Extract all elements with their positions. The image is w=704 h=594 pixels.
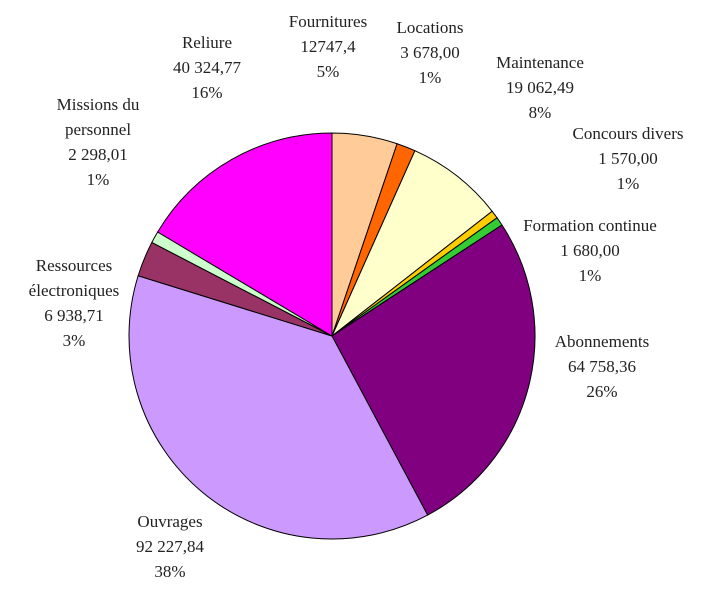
category-label: Fournitures — [288, 12, 368, 31]
percent-label: 5% — [316, 62, 340, 81]
category-label: Ouvrages — [137, 512, 203, 531]
value-label: 12747,4 — [300, 37, 356, 56]
slice-label: Locations 3 678,00 1% — [330, 15, 530, 90]
percent-label: 16% — [191, 83, 223, 102]
category-label: Reliure — [181, 33, 233, 52]
value-label: 6 938,71 — [44, 306, 104, 325]
value-label: 92 227,84 — [136, 537, 204, 556]
category-label: Ressources électroniques — [28, 256, 120, 300]
value-label: 1 570,00 — [598, 149, 658, 168]
slice-label: Abonnements 64 758,36 26% — [502, 329, 702, 404]
slice-label: Maintenance 19 062,49 8% — [440, 50, 640, 125]
pie-slice — [331, 224, 536, 516]
pie-slice — [331, 150, 493, 337]
slice-label: Reliure 40 324,77 16% — [107, 30, 307, 105]
slice-label: Formation continue 1 680,00 1% — [490, 213, 690, 288]
value-label: 40 324,77 — [173, 58, 241, 77]
value-label: 2 298,01 — [68, 145, 128, 164]
category-label: Formation continue — [523, 216, 657, 235]
category-label: Missions du personnel — [56, 95, 140, 139]
slice-label: Missions du personnel 2 298,01 1% — [48, 92, 148, 192]
value-label: 3 678,00 — [400, 43, 460, 62]
percent-label: 1% — [578, 266, 602, 285]
slice-label: Concours divers 1 570,00 1% — [528, 121, 704, 196]
percent-label: 8% — [528, 103, 552, 122]
category-label: Abonnements — [554, 332, 650, 351]
value-label: 19 062,49 — [506, 78, 574, 97]
percent-label: 1% — [616, 174, 640, 193]
pie-slice — [128, 275, 429, 540]
pie-slice — [156, 132, 333, 337]
value-label: 1 680,00 — [560, 241, 620, 260]
category-label: Locations — [396, 18, 464, 37]
percent-label: 3% — [62, 331, 86, 350]
slice-label: Fournitures 12747,4 5% — [228, 9, 428, 84]
category-label: Maintenance — [496, 53, 584, 72]
percent-label: 1% — [418, 68, 442, 87]
percent-label: 26% — [586, 382, 618, 401]
percent-label: 38% — [154, 562, 186, 581]
slice-label: Ressources électroniques 6 938,71 3% — [18, 253, 130, 353]
slice-label: Ouvrages 92 227,84 38% — [70, 509, 270, 584]
value-label: 64 758,36 — [568, 357, 636, 376]
percent-label: 1% — [86, 170, 110, 189]
category-label: Concours divers — [572, 124, 684, 143]
